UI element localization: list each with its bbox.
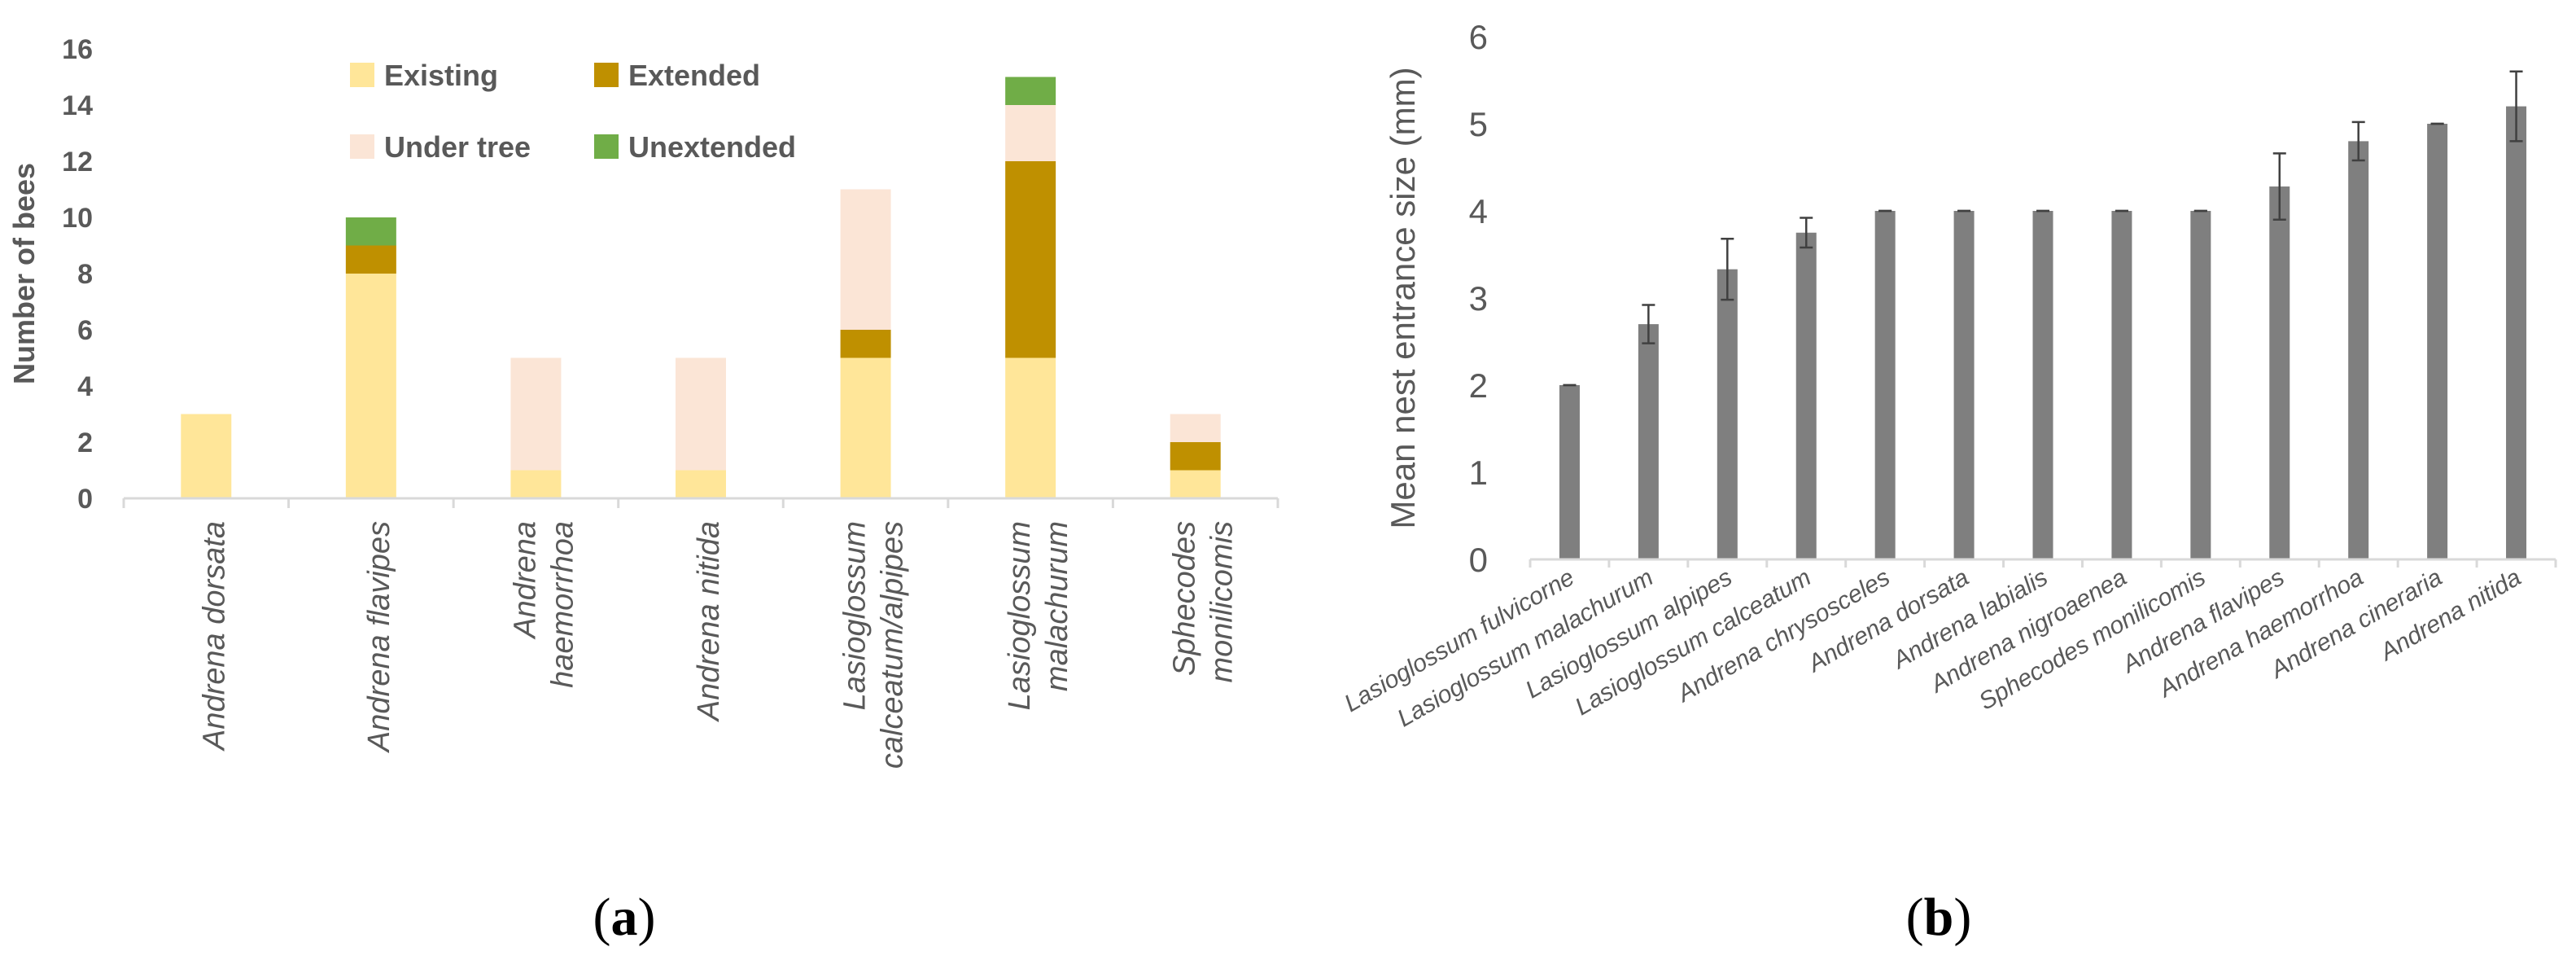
a-y-tick-label: 6 — [77, 315, 93, 346]
a-y-axis-title: Number of bees — [7, 163, 41, 384]
a-category-label: Andrena flavipes — [362, 521, 396, 753]
a-y-tick-label: 16 — [62, 34, 93, 65]
a-category-label-line: malachurum — [1040, 521, 1074, 691]
b-y-axis-title: Mean nest entrance size (mm) — [1384, 67, 1422, 528]
a-bar-extended-andrena-flavipes — [345, 245, 396, 274]
a-bar-extended-lasioglossum-malachurum — [1005, 161, 1056, 358]
a-legend-label-under-tree: Under tree — [384, 130, 531, 164]
a-bar-under-tree-lasioglossum-malachurum — [1005, 105, 1056, 161]
a-category-label-line: Lasioglossum — [1003, 521, 1037, 710]
a-legend-label-unextended: Unextended — [628, 130, 796, 164]
a-bar-existing-andrena-haemorrhoa — [510, 470, 562, 498]
a-bar-unextended-andrena-flavipes — [345, 217, 396, 246]
a-bar-existing-andrena-flavipes — [345, 274, 396, 498]
a-y-tick-label: 12 — [62, 147, 93, 178]
a-x-ticks — [122, 498, 1279, 508]
b-error-bar-andrena-haemorrhoa — [2351, 121, 2365, 162]
b-bar-lasioglossum-malachurum — [1638, 324, 1659, 559]
b-bar-andrena-flavipes — [2269, 186, 2290, 560]
b-bar-andrena-nigroaenea — [2111, 211, 2132, 559]
a-category-label-line: Lasioglossum — [838, 521, 873, 710]
b-error-bar-lasioglossum-alpipes — [1721, 237, 1734, 301]
b-y-tick-label: 6 — [1469, 18, 1488, 56]
a-legend-swatch-existing — [350, 63, 374, 87]
b-error-bar-lasioglossum-malachurum — [1642, 304, 1655, 344]
a-y-tick-label: 10 — [62, 203, 93, 234]
a-legend-label-extended: Extended — [628, 59, 760, 92]
a-category-label-line: haemorrhoa — [545, 521, 579, 688]
b-bar-andrena-cineraria — [2427, 124, 2448, 559]
a-bars — [181, 77, 1221, 498]
a-bar-under-tree-andrena-nitida — [676, 357, 726, 471]
a-bar-under-tree-sphecodes-monilicomis — [1170, 414, 1221, 442]
b-y-tick-label: 5 — [1469, 105, 1488, 143]
a-category-label-line: Andrena nitida — [692, 521, 726, 722]
a-bar-existing-lasioglossum-calceatum-alpipes — [840, 357, 891, 498]
a-y-tick-label: 8 — [77, 259, 93, 290]
a-legend: Existing Extended Under tree Unextended — [350, 59, 796, 164]
a-category-label-line: Andrena dorsata — [197, 521, 231, 752]
b-error-bar-andrena-nitida — [2509, 70, 2523, 142]
a-bar-unextended-lasioglossum-malachurum — [1005, 77, 1056, 105]
a-category-label-line: Andrena flavipes — [362, 521, 396, 753]
panel-label-b: (b) — [1906, 888, 1972, 947]
a-category-label: Andrena nitida — [692, 521, 726, 722]
a-bar-under-tree-lasioglossum-calceatum-alpipes — [840, 189, 891, 330]
b-y-tick-label: 4 — [1469, 192, 1488, 230]
b-bar-andrena-labialis — [2032, 211, 2053, 559]
stacked-bar-chart-a: 0 2 4 6 8 10 12 14 16 Andrena dorsata Andrena fla… — [7, 34, 1279, 947]
a-y-tick-labels: 0 2 4 6 8 10 12 14 16 — [62, 34, 93, 515]
b-bar-sphecodes-monilicomis — [2190, 211, 2211, 559]
a-y-tick-label: 14 — [62, 90, 93, 121]
a-category-label-line: Sphecodes — [1168, 521, 1202, 676]
panel-letter-a: a — [611, 888, 638, 947]
b-y-tick-label: 3 — [1469, 279, 1488, 318]
b-y-tick-labels: 0 1 2 3 4 5 6 — [1469, 18, 1488, 579]
b-error-bar-lasioglossum-calceatum — [1800, 217, 1813, 249]
b-bar-lasioglossum-alpipes — [1717, 269, 1738, 559]
a-legend-label-existing: Existing — [384, 59, 498, 92]
a-bar-existing-andrena-dorsata — [181, 414, 232, 498]
a-legend-swatch-under-tree — [350, 134, 374, 159]
b-error-bars — [1563, 70, 2523, 387]
a-category-label: Lasioglossum calceatum/alpipes — [838, 521, 910, 769]
a-category-label: Andrena dorsata — [197, 521, 231, 752]
b-error-bar-andrena-flavipes — [2272, 152, 2286, 221]
a-legend-swatch-unextended — [594, 134, 619, 159]
b-bar-lasioglossum-fulvicorne — [1559, 385, 1580, 559]
b-bar-andrena-nitida — [2506, 106, 2527, 560]
a-bar-existing-sphecodes-monilicomis — [1170, 470, 1221, 498]
a-bar-existing-andrena-nitida — [676, 470, 726, 498]
b-x-ticks — [1529, 559, 2557, 568]
b-bars — [1559, 106, 2527, 560]
a-legend-swatch-extended — [594, 63, 619, 87]
panel-letter-b: b — [1924, 888, 1954, 947]
b-y-tick-label: 2 — [1469, 366, 1488, 405]
b-bar-lasioglossum-calceatum — [1795, 232, 1817, 559]
panel-label-a: (a) — [593, 888, 656, 947]
b-bar-andrena-haemorrhoa — [2348, 141, 2369, 559]
a-y-tick-label: 0 — [77, 484, 93, 515]
a-bar-extended-sphecodes-monilicomis — [1170, 442, 1221, 471]
a-category-label: Sphecodes monilicomis — [1168, 521, 1240, 682]
a-category-label-line: Andrena — [508, 521, 542, 640]
a-category-label-line: calceatum/alpipes — [876, 521, 910, 769]
a-category-labels: Andrena dorsata Andrena flavipes Andrena ha… — [197, 521, 1239, 769]
b-bar-andrena-dorsata — [1953, 211, 1975, 559]
a-bar-under-tree-andrena-haemorrhoa — [510, 357, 562, 471]
a-bar-extended-lasioglossum-calceatum-alpipes — [840, 330, 891, 358]
bar-chart-b: 0 1 2 3 4 5 6 Lasioglossum fulvicorneLasioglos… — [1340, 18, 2557, 947]
a-category-label-line: monilicomis — [1205, 521, 1240, 682]
a-y-tick-label: 4 — [77, 371, 93, 402]
b-y-tick-label: 0 — [1469, 541, 1488, 579]
a-y-tick-label: 2 — [77, 427, 93, 458]
a-category-label: Lasioglossum malachurum — [1003, 521, 1074, 710]
a-category-label: Andrena haemorrhoa — [508, 521, 579, 688]
b-y-tick-label: 1 — [1469, 454, 1488, 492]
a-bar-existing-lasioglossum-malachurum — [1005, 357, 1056, 498]
b-bar-andrena-chrysosceles — [1874, 211, 1896, 559]
